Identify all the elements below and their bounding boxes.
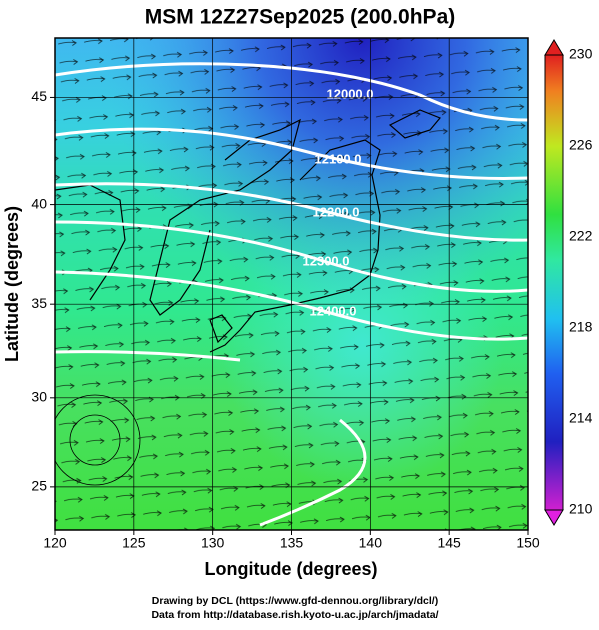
x-tick-label: 150 [516, 535, 540, 551]
vortex [55, 394, 141, 486]
contour-lines [55, 62, 528, 527]
colorbar-extend-high [544, 39, 564, 56]
colorbar-tick-label: 230 [569, 46, 593, 62]
colorbar-tick-label: 210 [569, 501, 593, 517]
y-tick-label: 40 [31, 195, 47, 211]
x-tick-label: 140 [359, 535, 383, 551]
colorbar [544, 54, 564, 511]
vortex [69, 414, 121, 466]
y-tick-label: 35 [31, 295, 47, 311]
colorbar-tick-label: 222 [569, 228, 593, 244]
x-tick-label: 130 [201, 535, 225, 551]
credit: Drawing by DCL (https://www.gfd-dennou.o… [152, 595, 438, 607]
plot-field [55, 38, 528, 530]
colorbar-tick-label: 214 [569, 410, 593, 426]
axes: 120 125 130 135 140 145 150 25 30 35 40 45 210 214 218… [31, 38, 593, 551]
colorbar-extend-low [544, 509, 564, 526]
x-tick-label: 120 [43, 535, 67, 551]
contour-labels: 12000.0 12100.0 12200.0 12300.0 12400.0 [303, 86, 374, 318]
contour-label: 12200.0 [313, 204, 360, 219]
contour-label: 12400.0 [310, 303, 357, 318]
x-tick-label: 145 [437, 535, 461, 551]
x-tick-label: 135 [280, 535, 304, 551]
y-tick-label: 45 [31, 88, 47, 104]
y-axis-label: Latitude (degrees) [2, 206, 22, 362]
contour-label: 12000.0 [327, 86, 374, 101]
colorbar-tick-label: 218 [569, 319, 593, 335]
x-tick-label: 125 [122, 535, 146, 551]
x-axis-label: Longitude (degrees) [204, 559, 377, 579]
credit: Data from http://database.rish.kyoto-u.a… [151, 609, 438, 621]
contour-label: 12100.0 [315, 151, 362, 166]
title: MSM 12Z27Sep2025 (200.0hPa) [145, 6, 456, 29]
colorbar-tick-label: 226 [569, 137, 593, 153]
y-tick-label: 30 [31, 389, 47, 405]
contour-label: 12300.0 [303, 253, 350, 268]
y-tick-label: 25 [31, 478, 47, 494]
